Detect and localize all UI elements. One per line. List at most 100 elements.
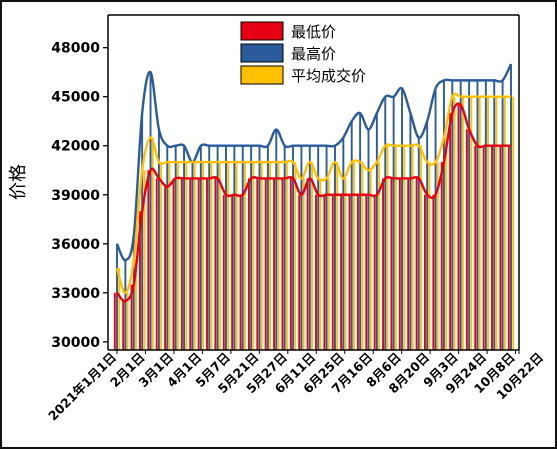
bar-平均成交价 <box>285 162 288 350</box>
bar-平均成交价 <box>135 260 137 350</box>
bar-最高价 <box>459 80 462 351</box>
bar-最高价 <box>300 145 303 350</box>
bar-最低价 <box>348 194 351 350</box>
bar-最高价 <box>283 145 286 350</box>
bar-平均成交价 <box>411 145 414 350</box>
bar-最高价 <box>401 88 403 350</box>
bar-最高价 <box>157 129 160 350</box>
bar-最低价 <box>390 178 393 350</box>
bar-最高价 <box>132 235 135 350</box>
bar-最高价 <box>292 145 294 350</box>
bar-最低价 <box>197 178 200 350</box>
bar-平均成交价 <box>470 96 473 351</box>
bar-最高价 <box>501 80 504 351</box>
bar-最低价 <box>440 162 443 350</box>
bar-最高价 <box>367 129 370 350</box>
bar-平均成交价 <box>243 162 246 350</box>
bar-最低价 <box>432 194 435 350</box>
bar-最高价 <box>375 113 378 350</box>
bar-最低价 <box>289 178 292 350</box>
bar-最高价 <box>476 80 479 351</box>
bar-平均成交价 <box>453 96 456 351</box>
bar-平均成交价 <box>428 162 431 350</box>
bar-最低价 <box>424 194 426 350</box>
bar-最高价 <box>225 145 227 350</box>
bar-最低价 <box>247 178 250 350</box>
bar-最低价 <box>415 178 418 350</box>
bar-最高价 <box>451 80 454 351</box>
y-axis-label: 价格 <box>8 164 29 200</box>
bar-最低价 <box>398 178 401 350</box>
bar-平均成交价 <box>185 162 188 350</box>
bar-最低价 <box>206 178 208 350</box>
bar-最高价 <box>434 88 437 350</box>
bar-平均成交价 <box>269 162 272 350</box>
bar-最低价 <box>499 145 502 350</box>
bar-最低价 <box>491 145 493 350</box>
bar-平均成交价 <box>252 162 255 350</box>
bar-平均成交价 <box>218 162 221 350</box>
bar-最高价 <box>174 145 177 350</box>
bar-平均成交价 <box>461 96 464 351</box>
bar-最高价 <box>241 145 244 350</box>
bar-最低价 <box>449 113 452 350</box>
bar-最高价 <box>216 145 219 350</box>
bar-最低价 <box>139 211 141 350</box>
bar-最高价 <box>208 145 211 350</box>
bar-最高价 <box>468 80 471 351</box>
bar-最高价 <box>116 243 118 350</box>
bar-最低价 <box>465 129 468 350</box>
bar-平均成交价 <box>378 162 381 350</box>
y-tick-label: 45000 <box>51 90 100 106</box>
bar-平均成交价 <box>311 162 313 350</box>
bar-最高价 <box>266 145 269 350</box>
bar-平均成交价 <box>327 178 330 350</box>
bar-最低价 <box>164 186 167 350</box>
bar-最低价 <box>273 178 276 350</box>
bar-平均成交价 <box>193 162 196 350</box>
bar-最高价 <box>384 96 387 351</box>
bar-平均成交价 <box>319 178 322 350</box>
bar-最低价 <box>189 178 192 350</box>
x-tick-label: 2021年1月1日 <box>45 350 119 424</box>
bar-最高价 <box>493 80 496 351</box>
bar-最高价 <box>149 72 152 350</box>
bar-平均成交价 <box>336 162 339 350</box>
bar-最低价 <box>356 194 359 350</box>
bar-最高价 <box>191 162 194 350</box>
bar-最高价 <box>141 113 144 350</box>
bar-平均成交价 <box>202 162 204 350</box>
bar-平均成交价 <box>227 162 230 350</box>
bar-最高价 <box>183 145 186 350</box>
bar-最高价 <box>317 145 320 350</box>
legend-swatch-平均成交价 <box>240 65 284 85</box>
bar-平均成交价 <box>495 96 498 351</box>
bar-最低价 <box>214 178 217 350</box>
bar-最高价 <box>484 80 487 351</box>
bar-最低价 <box>264 178 267 350</box>
bar-最低价 <box>239 194 242 350</box>
bar-最高价 <box>334 145 336 350</box>
bar-最低价 <box>180 178 183 350</box>
bar-最高价 <box>258 145 261 350</box>
legend-label-最高价: 最高价 <box>291 45 336 63</box>
bar-平均成交价 <box>503 96 506 351</box>
bar-平均成交价 <box>277 162 280 350</box>
bar-最高价 <box>359 113 362 350</box>
legend-swatch-最高价 <box>240 43 284 63</box>
bar-最低价 <box>365 194 368 350</box>
series-line-平均成交价 <box>115 92 511 295</box>
bar-平均成交价 <box>394 145 397 350</box>
y-tick-label: 36000 <box>51 237 100 253</box>
bar-最高价 <box>166 145 169 350</box>
bar-最低价 <box>340 194 343 350</box>
y-tick-label: 30000 <box>51 335 100 351</box>
y-tick-label: 33000 <box>51 286 100 302</box>
bar-最高价 <box>124 260 127 350</box>
legend-label-最低价: 最低价 <box>291 23 336 41</box>
bar-平均成交价 <box>168 162 171 350</box>
bar-平均成交价 <box>478 96 481 351</box>
bar-最低价 <box>315 194 317 350</box>
bar-平均成交价 <box>361 162 364 350</box>
bar-平均成交价 <box>487 96 489 351</box>
